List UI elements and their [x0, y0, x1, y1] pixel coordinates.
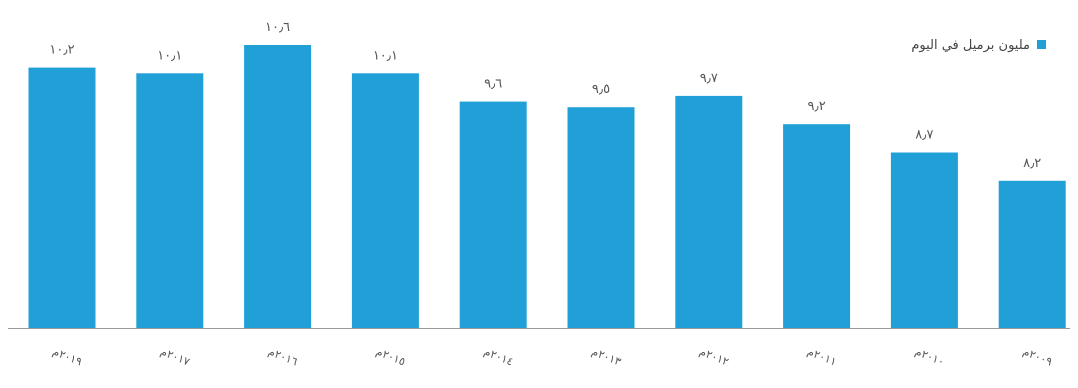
x-tick-label: ٢٠١٤م: [482, 345, 515, 368]
bar-value-label: ٨٫٢: [1023, 156, 1041, 171]
x-tick-label: ٢٠١٣م: [590, 345, 623, 368]
value-labels-group: ١٠٫٢ ١٠٫١ ١٠٫٦ ١٠٫١ ٩٫٦ ٩٫٥ ٩٫٧ ٩٫٢ ٨٫٧ ٨٫٢: [49, 20, 1041, 171]
x-tick-label: ٢٠١٠م: [913, 345, 946, 368]
bar-7: [675, 95, 743, 329]
bar-8: [783, 124, 851, 328]
x-tick-label: ٢٠٠٩م: [1021, 345, 1054, 368]
x-tick-label: ٢٠١٥م: [374, 345, 407, 368]
bar-value-label: ١٠٫١: [373, 48, 398, 63]
bar-value-label: ٩٫٥: [592, 82, 610, 97]
bar-value-label: ١٠٫٦: [265, 20, 290, 35]
bar-9: [890, 152, 958, 328]
bar-5: [459, 101, 527, 328]
bar-value-label: ٨٫٧: [915, 128, 933, 143]
legend-swatch: [1037, 40, 1046, 49]
x-tick-label: ٢٠١٦م: [266, 345, 299, 368]
bar-value-label: ٩٫٧: [700, 71, 718, 86]
x-tick-label: ٢٠١١م: [805, 345, 838, 368]
bar-value-label: ٩٫٦: [484, 77, 502, 92]
bar-value-label: ١٠٫١: [157, 48, 182, 63]
x-tick-label: ٢٠١٩م: [51, 345, 84, 368]
bar-3: [244, 45, 312, 328]
bar-value-label: ١٠٫٢: [49, 43, 74, 58]
bar-10: [998, 180, 1066, 328]
legend: مليون برميل في اليوم: [911, 38, 1046, 53]
x-tick-label: ٢٠١٢م: [698, 345, 731, 368]
x-tick-labels-group: ٢٠١٩م ٢٠١٧م ٢٠١٦م ٢٠١٥م ٢٠١٤م ٢٠١٣م ٢٠١٢م ٢٠١١م…: [51, 345, 1054, 368]
bar-1: [28, 67, 96, 328]
bars-group: [28, 45, 1066, 329]
bar-6: [567, 107, 635, 328]
bar-value-label: ٩٫٢: [808, 99, 826, 114]
legend-label: مليون برميل في اليوم: [911, 38, 1030, 53]
x-tick-label: ٢٠١٧م: [159, 345, 192, 368]
bar-4: [351, 73, 419, 328]
bar-2: [136, 73, 204, 328]
